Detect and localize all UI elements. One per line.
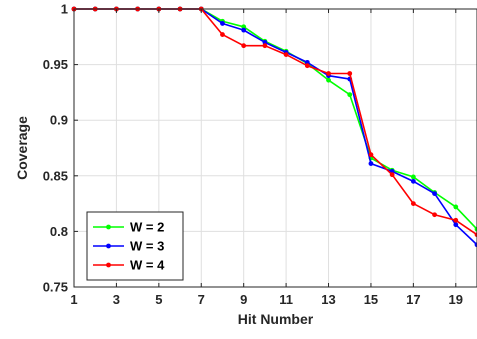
data-point [410,201,416,207]
legend-swatch-marker [106,243,111,249]
data-point [304,59,310,65]
y-tick-label: 0.9 [50,113,68,128]
data-point [241,24,247,30]
data-point [453,217,459,223]
data-point [368,161,374,166]
x-tick-label: 1 [70,292,77,307]
y-tick-label: 0.85 [43,168,68,183]
data-point [241,43,247,49]
data-point [283,52,289,57]
data-point [410,174,416,180]
data-point [347,92,353,98]
data-point [474,226,477,232]
legend-entry-label: W = 3 [130,239,164,254]
data-point [220,32,225,37]
data-point [410,178,416,184]
x-tick-label: 13 [321,292,335,307]
data-point [432,212,437,218]
data-point [262,39,268,45]
data-point [368,152,374,158]
y-tick-label: 0.75 [43,280,68,295]
data-point [453,222,459,228]
y-tick-label: 1 [61,2,68,17]
data-point [474,232,477,238]
x-tick-label: 19 [449,292,463,307]
data-point [326,71,331,76]
x-tick-label: 11 [279,292,293,307]
x-tick-label: 7 [198,292,205,307]
data-point [241,27,247,33]
data-point [304,63,310,69]
data-point [262,43,268,49]
x-tick-label: 3 [113,292,120,307]
y-axis-label: Coverage [14,116,30,180]
legend: W = 2 W = 3 W = 4 [86,211,184,281]
legend-swatch-marker [106,262,111,268]
data-point [474,242,477,248]
data-point [220,21,225,26]
x-axis-label: Hit Number [238,311,314,327]
data-point [326,77,331,83]
axis-ticks: 1 3 5 7 9 11 13 15 17 190.750.80.850.90.951 [43,2,463,308]
x-tick-label: 5 [155,292,162,307]
y-tick-label: 0.8 [50,224,68,239]
x-tick-label: 9 [240,292,247,307]
data-point [389,172,395,178]
data-point [347,71,353,76]
y-tick-label: 0.95 [43,57,68,72]
data-point [453,204,459,210]
legend-swatch-marker [106,224,111,230]
legend-entry-label: W = 2 [130,220,164,235]
plot-frame [73,8,477,288]
x-tick-label: 17 [406,292,420,307]
data-point [432,191,437,196]
legend-entry-label: W = 4 [130,258,165,273]
x-tick-label: 15 [364,292,378,307]
